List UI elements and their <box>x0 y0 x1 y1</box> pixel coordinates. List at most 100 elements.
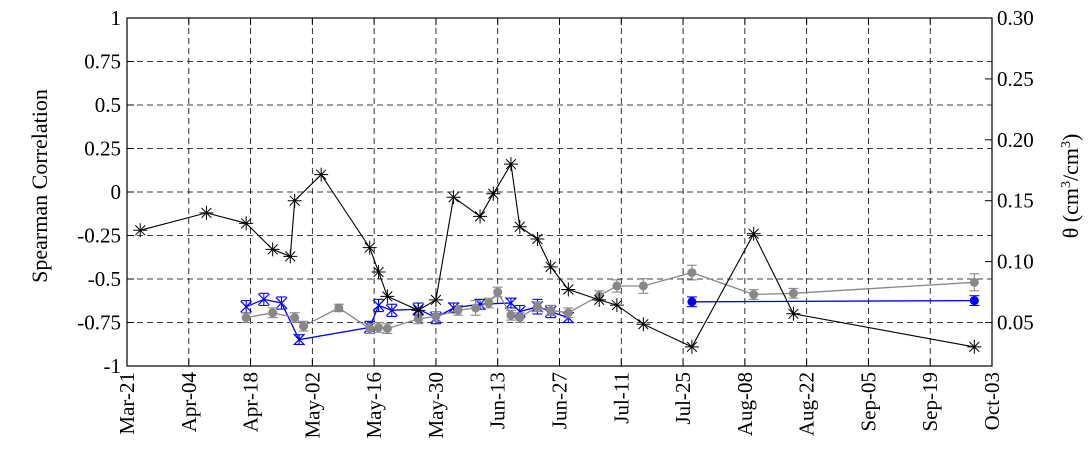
data-point <box>609 298 624 313</box>
data-point <box>334 303 344 313</box>
data-point <box>365 324 375 334</box>
data-point <box>239 216 254 231</box>
x-tick-label: Apr-18 <box>239 372 263 432</box>
data-point <box>473 209 488 224</box>
data-point <box>290 313 300 323</box>
data-point <box>283 249 298 264</box>
data-point <box>275 297 288 309</box>
data-point <box>506 310 516 320</box>
data-point <box>471 303 481 313</box>
data-point <box>293 333 306 346</box>
x-tick-label: May-30 <box>424 372 448 439</box>
series-3 <box>686 295 980 308</box>
x-tick-label: Oct-03 <box>980 372 1004 430</box>
y2-tick-label: 0.10 <box>997 250 1034 274</box>
data-point <box>636 317 651 332</box>
data-point <box>786 306 801 321</box>
data-point <box>486 186 501 201</box>
y2-label-mid: /cm <box>1058 148 1083 181</box>
data-point <box>515 313 525 323</box>
y2-tick-label: 0.20 <box>997 128 1034 152</box>
data-point <box>532 302 542 312</box>
x-tick-label: Jun-27 <box>548 372 572 429</box>
data-point <box>967 339 982 354</box>
y2-label-exp1: 3 <box>1059 181 1074 188</box>
y2-label-base: θ (cm <box>1058 188 1083 238</box>
data-point <box>268 308 278 318</box>
data-point <box>749 289 759 299</box>
x-tick-label: Mar-21 <box>115 372 139 435</box>
data-point <box>380 289 395 304</box>
data-point <box>638 281 648 291</box>
data-point <box>241 313 251 323</box>
grid <box>126 17 993 367</box>
data-point <box>133 223 148 238</box>
data-point <box>746 226 761 241</box>
data-point <box>563 308 573 318</box>
data-point <box>612 281 622 291</box>
data-point <box>371 265 386 280</box>
y-tick-label: 0.75 <box>84 50 121 74</box>
data-point <box>512 219 527 234</box>
data-point <box>413 314 423 324</box>
data-point <box>546 305 556 315</box>
data-point <box>453 305 463 315</box>
series-0 <box>133 157 982 354</box>
axis-ticks <box>126 17 993 367</box>
y2-tick-label: 0.30 <box>997 6 1034 30</box>
y-tick-label: 1 <box>111 6 122 30</box>
data-point <box>503 157 518 172</box>
x-tick-label: Aug-22 <box>795 372 819 436</box>
data-point <box>411 303 426 318</box>
data-point <box>299 321 309 331</box>
data-point <box>493 287 503 297</box>
y2-tick-label: 0.15 <box>997 189 1034 213</box>
y-tick-label: 0.5 <box>95 93 121 117</box>
x-tick-label: May-02 <box>300 372 324 439</box>
y-tick-label: -0.25 <box>77 224 121 248</box>
x-tick-label: Aug-08 <box>733 372 757 436</box>
x-tick-label: Apr-04 <box>177 372 201 433</box>
data-point <box>385 304 398 317</box>
x-tick-label: Jul-25 <box>671 372 695 425</box>
data-point <box>687 297 697 307</box>
data-point <box>287 193 302 208</box>
data-point <box>382 324 392 334</box>
series-line <box>245 298 569 341</box>
tick-labels: Mar-21 Apr-04 Apr-18 May-02 May-16 May-30 Jun-… <box>77 6 1034 439</box>
x-tick-label: Jul-11 <box>609 372 633 424</box>
data-point <box>374 322 384 332</box>
data-point <box>257 293 270 306</box>
data-point <box>684 339 699 354</box>
data-point <box>199 205 214 220</box>
x-tick-label: Sep-19 <box>918 372 942 432</box>
data-point <box>431 311 441 321</box>
data-point <box>362 240 377 255</box>
data-point <box>484 298 494 308</box>
data-point <box>543 259 558 274</box>
data-point <box>788 288 798 298</box>
y-tick-label: 0.25 <box>84 137 121 161</box>
series-layer <box>133 157 982 354</box>
y-axis-label: Spearman Correlation <box>27 89 52 283</box>
y-tick-label: -0.5 <box>88 267 121 291</box>
series-line <box>691 299 975 303</box>
y2-tick-label: 0.05 <box>997 311 1034 335</box>
x-tick-label: Sep-05 <box>856 372 880 432</box>
data-point <box>265 242 280 257</box>
y-tick-label: -0.75 <box>77 311 121 335</box>
data-point <box>314 167 329 182</box>
data-point <box>446 190 461 205</box>
data-point <box>561 282 576 297</box>
y2-label-end: ) <box>1058 134 1083 141</box>
data-point <box>372 299 385 312</box>
data-point <box>687 268 697 278</box>
data-point <box>969 296 979 306</box>
y-tick-label: -1 <box>104 354 122 378</box>
plot-frame <box>126 17 993 367</box>
y2-label-exp2: 3 <box>1059 141 1074 148</box>
x-tick-label: Jun-13 <box>486 372 510 429</box>
data-point <box>240 300 253 313</box>
data-point <box>969 277 979 287</box>
